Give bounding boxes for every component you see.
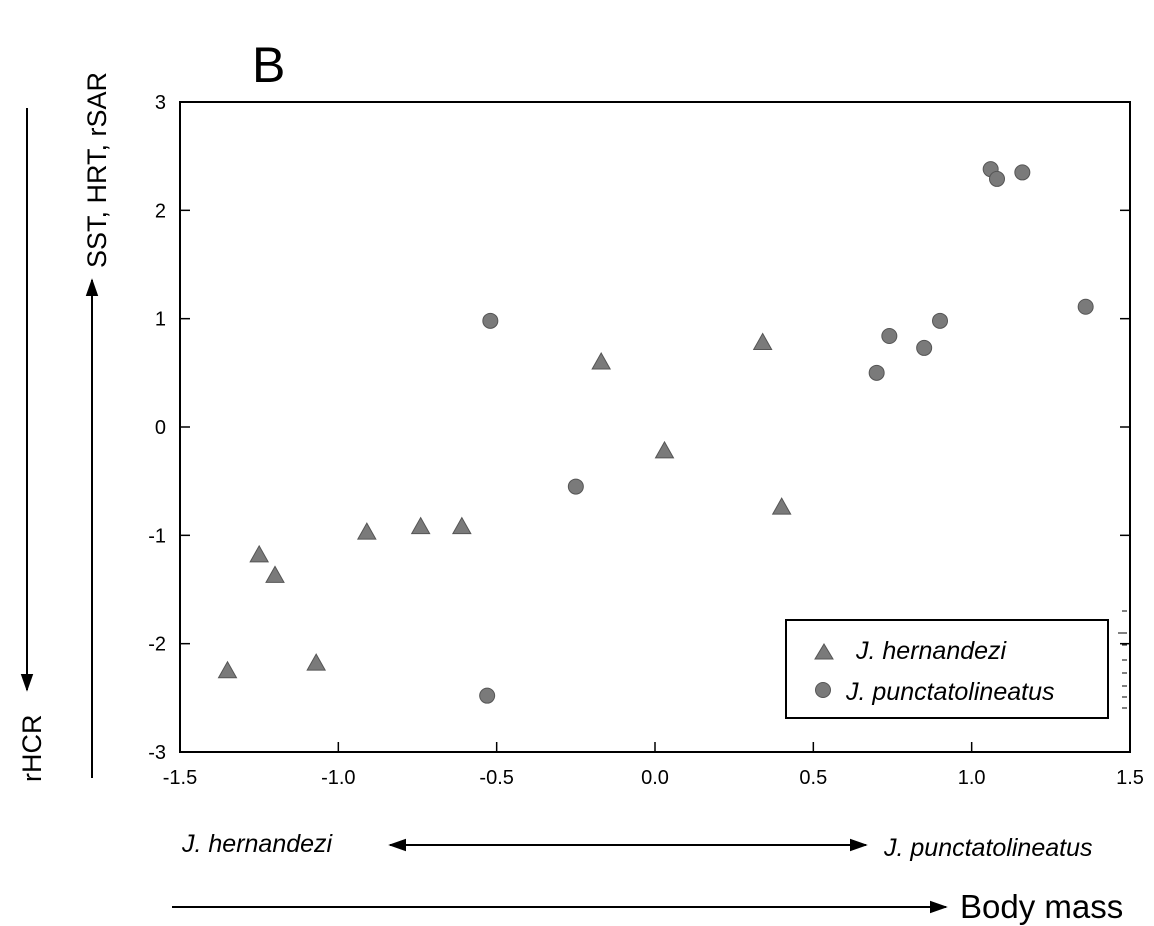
x-tick-label: -1.0 [321,767,355,789]
data-point-hernandezi [217,660,238,679]
x-species-left: J. hernandezi [181,830,334,858]
legend-label-hernandezi: J. hernandezi [855,637,1008,665]
data-point-punctatolineatus [482,312,499,329]
data-point-punctatolineatus [932,312,948,329]
x-axis-ticks: -1.5 -1.0 -0.5 0.0 0.5 1.0 1.5 [163,742,1144,789]
y-axis-ticks: -3 -2 -1 0 1 2 3 [148,92,1130,764]
y-tick-label: -2 [148,634,166,656]
data-point-hernandezi [249,544,270,563]
legend-triangle-marker [814,643,834,660]
y-tick-label: -1 [148,525,166,547]
data-point-hernandezi [356,522,377,540]
data-point-punctatolineatus [916,339,933,356]
x-tick-label: -1.5 [163,767,197,789]
x-tick-label: 1.5 [1116,767,1144,789]
y-label-group: SST, HRT, rSAR rHCR [17,72,112,782]
y-label-top: SST, HRT, rSAR [82,72,112,268]
data-points [217,161,1094,704]
y-tick-label: 2 [155,200,166,222]
data-point-hernandezi [752,332,773,350]
legend: J. hernandezi J. punctatolineatus [785,619,1109,719]
x-tick-label: 1.0 [958,767,986,789]
legend-side-ticks [1118,610,1127,709]
x-tick-label: 0.0 [641,767,669,789]
data-point-hernandezi [410,516,431,535]
data-point-hernandezi [306,653,327,671]
data-point-punctatolineatus [567,478,584,495]
data-point-hernandezi [591,351,612,370]
x-tick-label: -0.5 [479,767,513,789]
data-point-hernandezi [451,516,472,535]
data-point-punctatolineatus [479,687,496,704]
y-tick-label: 3 [155,92,166,114]
data-point-punctatolineatus [1014,164,1031,181]
x-tick-label: 0.5 [799,767,827,789]
data-point-punctatolineatus [881,328,898,344]
legend-circle-marker [815,682,831,698]
plot-area: -1.5 -1.0 -0.5 0.0 0.5 1.0 1.5 -3 -2 -1 0 1 2 3 [148,92,1144,789]
y-tick-label: -3 [148,742,166,764]
y-tick-label: 0 [155,417,166,439]
data-point-hernandezi [654,440,675,459]
data-point-punctatolineatus [989,170,1005,187]
y-tick-label: 1 [155,309,166,331]
x-species-right: J. punctatolineatus [883,834,1092,862]
data-point-hernandezi [771,497,792,515]
data-point-punctatolineatus [1077,298,1094,315]
legend-label-punctatolineatus: J. punctatolineatus [845,678,1054,706]
data-point-hernandezi [265,565,285,583]
x-label-group: J. hernandezi J. punctatolineatus Body m… [172,830,1123,925]
panel-label: B [252,37,285,93]
y-label-bottom: rHCR [17,715,47,783]
x-label: Body mass [960,888,1123,925]
legend-box [785,619,1109,719]
data-point-punctatolineatus [868,364,885,381]
